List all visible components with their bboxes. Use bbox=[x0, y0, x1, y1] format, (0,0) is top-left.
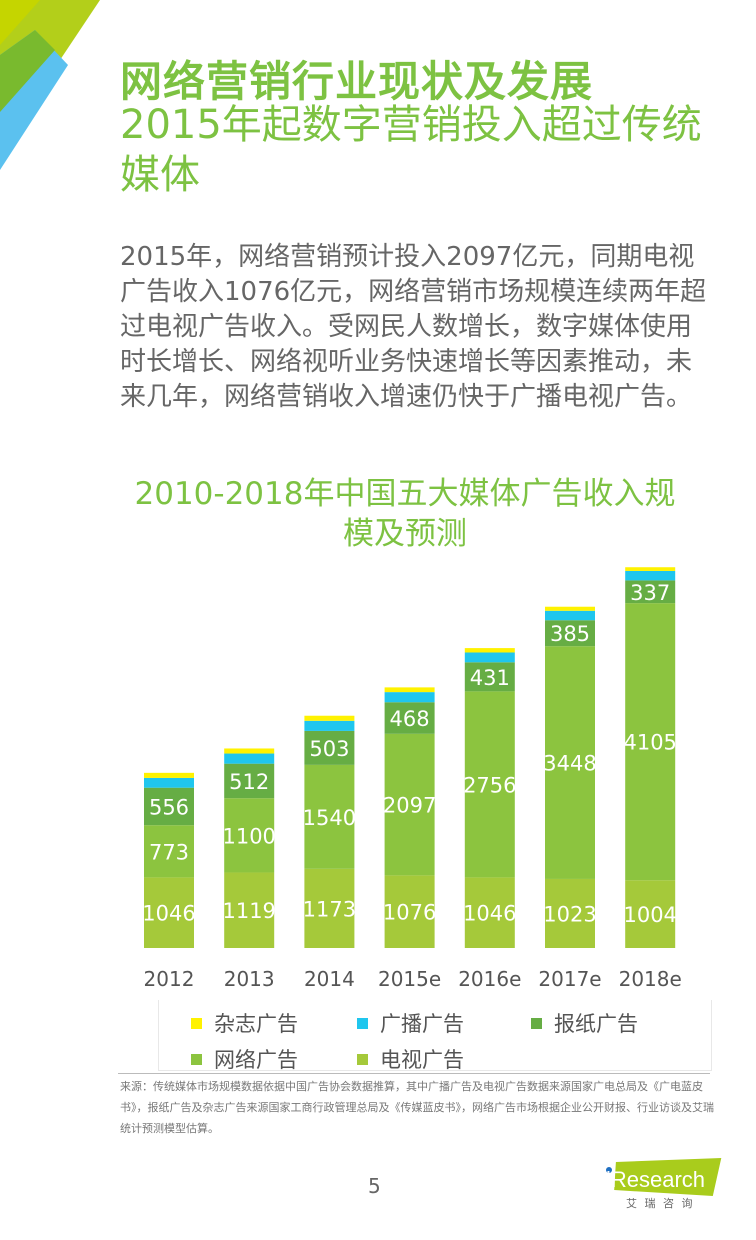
legend-swatch bbox=[531, 1017, 542, 1029]
svg-text:iResearch: iResearch bbox=[606, 1167, 705, 1192]
data-label: 503 bbox=[309, 737, 349, 761]
bar-segment bbox=[464, 691, 515, 878]
bar-segment bbox=[384, 875, 435, 948]
bar-segment bbox=[304, 720, 355, 731]
bar-segment bbox=[224, 872, 275, 948]
legend-swatch bbox=[191, 1017, 202, 1029]
bar-segment bbox=[625, 603, 676, 881]
chart-title: 2010-2018年中国五大媒体广告收入规模及预测 bbox=[134, 476, 676, 552]
bar-segment bbox=[144, 825, 194, 878]
legend-item: 广播广告 bbox=[357, 1008, 464, 1038]
page-title: 网络营销行业现状及发展 bbox=[120, 57, 594, 106]
data-label: 1004 bbox=[623, 903, 676, 927]
bar-segment bbox=[625, 570, 676, 581]
data-label: 4105 bbox=[623, 731, 676, 755]
page-subtitle: 2015年起数字营销投入超过传统媒体 bbox=[120, 102, 702, 198]
data-label: 1023 bbox=[543, 902, 596, 926]
bar-segment bbox=[545, 606, 595, 611]
legend-item: 报纸广告 bbox=[531, 1008, 638, 1038]
bar-segment bbox=[304, 764, 355, 869]
bar-segment bbox=[224, 753, 275, 764]
legend-label: 广播广告 bbox=[380, 1012, 464, 1036]
data-label: 3448 bbox=[543, 752, 596, 776]
legend-label: 报纸广告 bbox=[554, 1012, 638, 1036]
body-paragraph: 2015年，网络营销预计投入2097亿元，同期电视广告收入1076亿元，网络营销… bbox=[120, 242, 707, 412]
data-label: 556 bbox=[149, 795, 189, 819]
bar-segment bbox=[144, 877, 194, 948]
bar-segment bbox=[224, 763, 275, 799]
legend-label: 电视广告 bbox=[380, 1048, 464, 1072]
bar-segment bbox=[304, 730, 355, 765]
bar-segment bbox=[464, 662, 515, 692]
legend-item: 电视广告 bbox=[357, 1044, 464, 1074]
bar-segment bbox=[384, 702, 435, 734]
bar-segment bbox=[625, 880, 676, 948]
legend-label: 杂志广告 bbox=[214, 1012, 298, 1036]
legend-item: 杂志广告 bbox=[191, 1008, 298, 1038]
x-tick-label: 2013 bbox=[224, 967, 275, 991]
data-label: 1119 bbox=[222, 899, 275, 923]
chart-legend: 杂志广告 广播广告 报纸广告网络广告 电视广告 bbox=[158, 1000, 712, 1074]
bar-segment bbox=[224, 798, 275, 873]
data-label: 385 bbox=[550, 622, 590, 646]
data-label: 1173 bbox=[303, 897, 356, 921]
bar-segment bbox=[545, 646, 595, 879]
bar-segment bbox=[144, 777, 194, 788]
legend-swatch bbox=[357, 1053, 368, 1065]
x-tick-label: 2016e bbox=[458, 967, 521, 991]
bar-segment bbox=[224, 748, 275, 754]
bar-segment bbox=[625, 580, 676, 604]
data-label: 468 bbox=[390, 707, 430, 731]
bar-segment bbox=[545, 878, 595, 948]
data-label: 337 bbox=[630, 581, 670, 605]
data-label: 1046 bbox=[463, 902, 516, 926]
bar-segment bbox=[384, 733, 435, 876]
data-label: 2756 bbox=[463, 773, 516, 797]
legend-swatch bbox=[191, 1053, 202, 1065]
data-label: 773 bbox=[149, 840, 189, 864]
bar-segment bbox=[464, 877, 515, 948]
corner-decoration bbox=[0, 0, 100, 170]
page-number: 5 bbox=[368, 1174, 381, 1198]
legend-item: 网络广告 bbox=[191, 1044, 298, 1074]
legend-label: 网络广告 bbox=[214, 1048, 298, 1072]
bar-segment bbox=[625, 567, 676, 571]
data-label: 1100 bbox=[222, 824, 275, 848]
bar-segment bbox=[304, 715, 355, 721]
svg-text:艾 瑞 咨 询: 艾 瑞 咨 询 bbox=[626, 1196, 695, 1210]
bar-segment bbox=[144, 787, 194, 826]
data-label: 431 bbox=[470, 666, 510, 690]
source-divider bbox=[118, 1073, 710, 1074]
x-tick-label: 2017e bbox=[538, 967, 601, 991]
data-label: 1046 bbox=[142, 902, 195, 926]
x-tick-label: 2012 bbox=[144, 967, 195, 991]
bar-segment bbox=[464, 652, 515, 663]
data-label: 2097 bbox=[383, 794, 436, 818]
bar-segment bbox=[545, 610, 595, 621]
bar-segment bbox=[144, 772, 194, 778]
data-label: 1076 bbox=[383, 901, 436, 925]
bar-segment bbox=[545, 620, 595, 647]
data-label: 512 bbox=[229, 770, 269, 794]
data-label: 1540 bbox=[303, 806, 356, 830]
iresearch-logo: iResearch 艾 瑞 咨 询 bbox=[604, 1150, 724, 1214]
bar-segment bbox=[464, 648, 515, 653]
legend-swatch bbox=[357, 1017, 368, 1029]
source-note: 来源：传统媒体市场规模数据依据中国广告协会数据推算，其中广播广告及电视广告数据来… bbox=[120, 1080, 714, 1135]
bar-segment bbox=[384, 692, 435, 703]
x-tick-label: 2015e bbox=[378, 967, 441, 991]
x-tick-label: 2018e bbox=[619, 967, 682, 991]
bar-segment bbox=[304, 868, 355, 948]
x-tick-label: 2014 bbox=[304, 967, 355, 991]
stacked-bar-chart: 1046 773 556 2012 1119 1100 512 2013 1173 1540 503… bbox=[142, 567, 682, 991]
bar-segment bbox=[384, 687, 435, 693]
